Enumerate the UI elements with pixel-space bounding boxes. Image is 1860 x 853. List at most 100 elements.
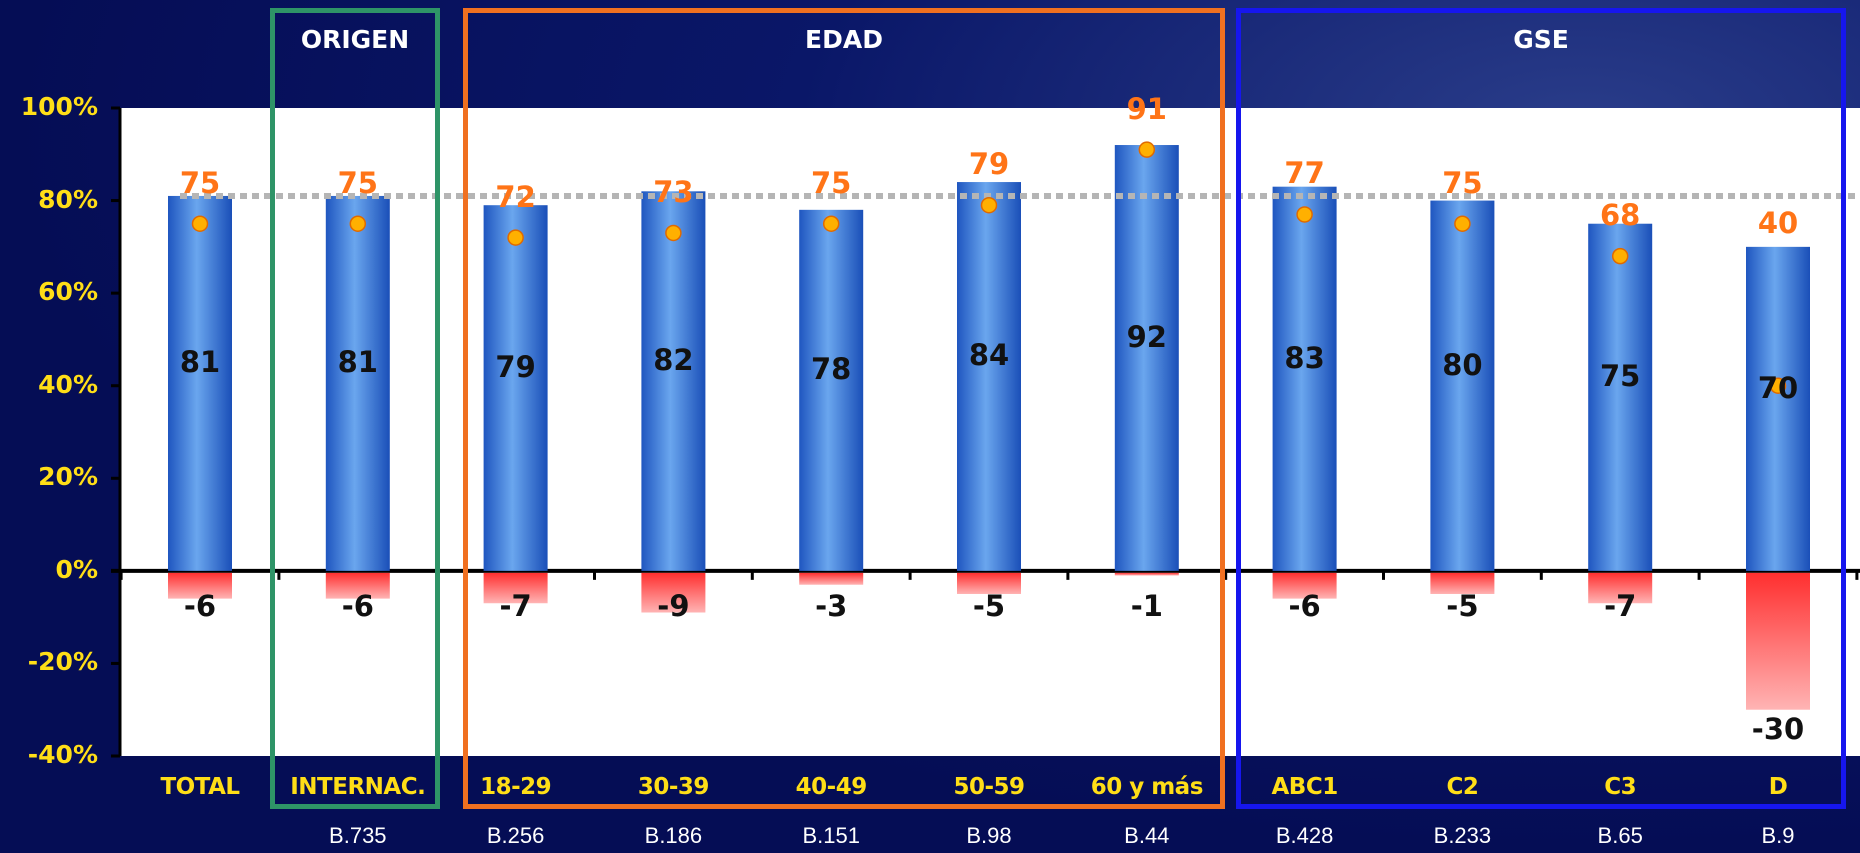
category-label: TOTAL (160, 774, 240, 800)
negative-value-label: -6 (183, 588, 217, 623)
base-label: B.65 (1597, 823, 1643, 848)
point-value-label: 77 (1284, 156, 1325, 191)
series-point (1454, 215, 1471, 232)
series-point (822, 215, 840, 232)
negative-bar (641, 572, 706, 613)
positive-bar (325, 195, 390, 571)
negative-bar (1114, 572, 1179, 576)
series-point (980, 196, 998, 214)
point-value-label: 40 (1757, 206, 1799, 240)
point-value-label: 68 (1600, 198, 1641, 233)
negative-bar (325, 572, 390, 599)
point-value-label: 75 (1442, 165, 1483, 200)
base-label: B.256 (486, 823, 545, 848)
positive-bar (1272, 186, 1337, 571)
group-box-gse (1236, 8, 1846, 809)
negative-bar (1746, 572, 1810, 710)
series-point (349, 215, 367, 232)
category-label: 30-39 (637, 774, 710, 800)
positive-bar (641, 191, 706, 571)
positive-value-label: 92 (1126, 319, 1167, 354)
positive-value-label: 79 (495, 350, 536, 385)
point-value-label: 73 (653, 174, 694, 209)
base-label: B.9 (1761, 823, 1795, 848)
category-label: D (1768, 774, 1788, 800)
category-label: C2 (1446, 774, 1479, 800)
point-value-label: 75 (811, 165, 852, 200)
point-value-label: 91 (1126, 91, 1167, 126)
category-label: ABC1 (1271, 774, 1338, 800)
positive-value-label: 84 (968, 338, 1010, 373)
category-label: 40-49 (795, 774, 868, 800)
positive-bar (1746, 246, 1810, 571)
positive-bar (1114, 145, 1179, 571)
series-point (1769, 377, 1787, 394)
point-value-label: 79 (968, 147, 1010, 182)
group-box-origen (270, 8, 440, 809)
positive-bar (957, 182, 1021, 571)
negative-bar (483, 572, 548, 604)
series-point (191, 215, 209, 232)
positive-value-label: 75 (1600, 359, 1641, 394)
series-point (1611, 247, 1629, 265)
y-tick-label: 20% (38, 462, 98, 492)
negative-value-label: -5 (972, 588, 1006, 623)
positive-value-label: 83 (1284, 340, 1325, 375)
negative-value-label: -5 (1446, 588, 1479, 623)
base-label: B.233 (1433, 823, 1492, 848)
negative-bar (1272, 572, 1337, 599)
series-point (1296, 206, 1313, 223)
positive-bar (799, 209, 864, 571)
positive-value-label: 80 (1442, 347, 1483, 382)
positive-bar (1430, 200, 1495, 571)
base-label: B.44 (1124, 823, 1170, 848)
positive-bar (1588, 223, 1653, 571)
negative-value-label: -1 (1130, 588, 1163, 623)
y-tick-label: -20% (27, 647, 98, 677)
point-value-label: 75 (337, 165, 378, 200)
category-label: INTERNAC. (290, 774, 426, 800)
positive-bar (168, 195, 232, 571)
category-label: 60 y más (1090, 774, 1204, 800)
negative-bar (1588, 572, 1653, 604)
negative-value-label: -3 (815, 588, 848, 623)
series-point (665, 224, 682, 242)
category-label: 18-29 (480, 774, 552, 800)
positive-value-label: 70 (1757, 370, 1799, 405)
negative-value-label: -6 (1288, 588, 1321, 623)
positive-value-label: 81 (179, 345, 221, 380)
negative-bar (168, 572, 232, 599)
negative-bar (1430, 572, 1495, 594)
group-header: GSE (1513, 25, 1569, 54)
negative-value-label: -9 (657, 588, 690, 623)
point-value-label: 72 (495, 179, 536, 214)
positive-value-label: 78 (811, 352, 852, 387)
series-point (507, 229, 524, 246)
positive-bar (483, 205, 548, 571)
negative-value-label: -6 (341, 588, 374, 623)
positive-value-label: 81 (337, 345, 378, 380)
base-label: B.428 (1275, 823, 1334, 848)
positive-value-label: 82 (653, 343, 694, 378)
point-value-label: 75 (179, 165, 221, 200)
series-point (1138, 141, 1156, 158)
negative-value-label: -7 (1604, 588, 1637, 623)
negative-bar (799, 572, 864, 585)
y-tick-label: 80% (38, 184, 98, 214)
group-header: EDAD (805, 25, 883, 54)
category-label: 50-59 (953, 774, 1025, 800)
base-label: B.98 (966, 823, 1012, 848)
negative-value-label: -7 (499, 588, 532, 623)
negative-bar (957, 572, 1021, 594)
negative-value-label: -30 (1751, 711, 1805, 746)
y-tick-label: 40% (38, 369, 98, 399)
base-label: B.151 (802, 823, 860, 848)
category-label: C3 (1604, 774, 1637, 800)
y-tick-label: -40% (27, 740, 98, 769)
group-box-edad (463, 8, 1225, 809)
base-label: B.735 (329, 823, 387, 848)
group-header: ORIGEN (300, 25, 410, 54)
y-tick-label: 100% (20, 92, 98, 121)
